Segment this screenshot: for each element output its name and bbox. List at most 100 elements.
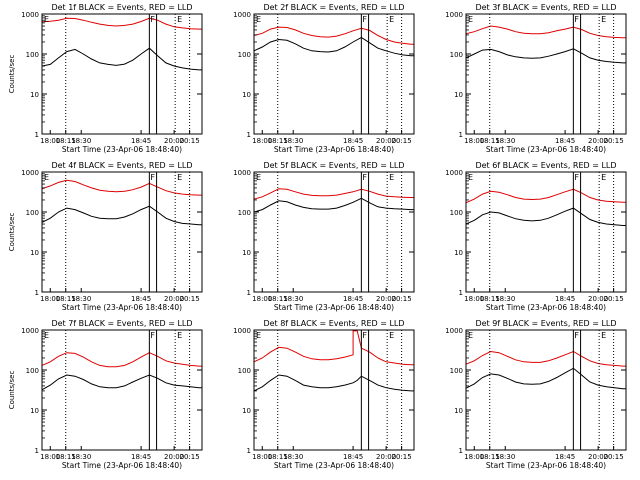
x-tick-label: 20:15 (604, 137, 624, 145)
x-tick-label: 20:15 (604, 453, 624, 461)
x-tick-label: 18:45 (555, 453, 575, 461)
y-tick-label: 1000 (445, 11, 463, 19)
chart-panel: Det 9f BLACK = Events, RED = LLD F E E 1 10 10… (445, 319, 627, 470)
series-line-black (42, 205, 202, 226)
x-tick-label: 18:45 (131, 137, 151, 145)
marker-label-f: F (150, 15, 155, 24)
x-tick-label: 18:30 (495, 453, 515, 461)
chart-title: Det 7f BLACK = Events, RED = LLD (51, 319, 192, 328)
y-tick-label: 100 (450, 209, 463, 217)
x-tick-label: 20:00 (376, 137, 396, 145)
marker-label-e-left: E (256, 173, 261, 182)
plot-frame (41, 329, 203, 451)
x-tick-label: 20:15 (180, 453, 200, 461)
chart-title: Det 6f BLACK = Events, RED = LLD (475, 161, 616, 170)
x-tick-label: 20:15 (180, 295, 200, 303)
marker-label-e-left: E (468, 15, 473, 24)
plot-frame (41, 171, 203, 293)
y-tick-label: 100 (450, 367, 463, 375)
x-tick-label: 18:45 (131, 453, 151, 461)
y-tick-label: 100 (26, 209, 39, 217)
x-tick-label: 18:30 (71, 295, 91, 303)
x-tick-label: 18:45 (343, 137, 363, 145)
x-tick-label: 20:00 (376, 453, 396, 461)
x-tick-label: 18:30 (71, 137, 91, 145)
chart-panel: Det 3f BLACK = Events, RED = LLD F E E 1 10 10… (445, 3, 627, 154)
y-tick-label: 100 (450, 51, 463, 59)
marker-label-e: E (389, 331, 394, 340)
chart-title: Det 2f BLACK = Events, RED = LLD (263, 3, 404, 12)
x-tick-label: 18:00 (464, 453, 484, 461)
y-tick-label: 10 (454, 91, 463, 99)
series-line-black (254, 197, 414, 213)
marker-label-e-left: E (468, 331, 473, 340)
x-tick-label: 20:00 (164, 295, 184, 303)
y-tick-label: 1 (247, 289, 251, 297)
marker-label-e: E (177, 15, 182, 24)
plot-frame (465, 171, 627, 293)
series-line-black (42, 374, 202, 391)
plot-frame (253, 329, 415, 451)
x-tick-label: 18:00 (40, 137, 60, 145)
x-tick-label: 18:15 (480, 453, 500, 461)
series-line-black (466, 367, 626, 390)
x-tick-label: 20:15 (392, 295, 412, 303)
marker-label-f: F (362, 331, 367, 340)
y-tick-label: 100 (238, 51, 251, 59)
x-tick-label: 18:30 (71, 453, 91, 461)
series-line-red (254, 188, 414, 200)
x-tick-label: 18:45 (343, 453, 363, 461)
x-axis-label: Start Time (23-Apr-06 18:48:40) (486, 461, 606, 470)
x-tick-label: 18:15 (268, 295, 288, 303)
x-tick-label: 18:00 (252, 295, 272, 303)
y-tick-label: 10 (454, 407, 463, 415)
x-tick-label: 18:00 (464, 295, 484, 303)
marker-label-f: F (150, 173, 155, 182)
series-line-red (42, 179, 202, 196)
y-tick-label: 1000 (233, 169, 251, 177)
x-tick-label: 18:00 (40, 453, 60, 461)
marker-label-e: E (177, 173, 182, 182)
x-tick-label: 18:45 (555, 137, 575, 145)
y-axis-label: Counts/sec (8, 213, 16, 252)
y-tick-label: 10 (30, 407, 39, 415)
marker-label-f: F (362, 173, 367, 182)
x-tick-label: 20:00 (376, 295, 396, 303)
x-tick-label: 18:30 (283, 295, 303, 303)
x-tick-label: 18:45 (131, 295, 151, 303)
y-tick-label: 10 (30, 91, 39, 99)
series-line-red (254, 330, 414, 366)
x-tick-label: 20:00 (588, 295, 608, 303)
x-tick-label: 20:15 (604, 295, 624, 303)
marker-label-e: E (601, 331, 606, 340)
y-tick-label: 10 (242, 407, 251, 415)
x-axis-label: Start Time (23-Apr-06 18:48:40) (486, 145, 606, 154)
y-tick-label: 100 (26, 51, 39, 59)
x-tick-label: 18:00 (252, 137, 272, 145)
marker-label-f: F (574, 173, 579, 182)
chart-panel: Det 7f BLACK = Events, RED = LLD F E E 1 10 10… (8, 319, 203, 470)
chart-title: Det 3f BLACK = Events, RED = LLD (475, 3, 616, 12)
x-tick-label: 18:00 (252, 453, 272, 461)
y-tick-label: 1000 (445, 327, 463, 335)
chart-title: Det 4f BLACK = Events, RED = LLD (51, 161, 192, 170)
x-tick-label: 18:15 (56, 453, 76, 461)
chart-title: Det 8f BLACK = Events, RED = LLD (263, 319, 404, 328)
chart-panel: Det 8f BLACK = Events, RED = LLD F E E 1 10 10… (233, 319, 415, 470)
marker-label-e: E (389, 15, 394, 24)
y-tick-label: 1000 (21, 169, 39, 177)
marker-label-e-left: E (256, 15, 261, 24)
series-line-black (466, 48, 626, 64)
x-axis-label: Start Time (23-Apr-06 18:48:40) (62, 461, 182, 470)
marker-label-e-left: E (256, 331, 261, 340)
y-tick-label: 1000 (21, 11, 39, 19)
y-tick-label: 10 (30, 249, 39, 257)
x-tick-label: 20:00 (164, 453, 184, 461)
y-tick-label: 1 (459, 131, 463, 139)
chart-panel: Det 1f BLACK = Events, RED = LLD F E E 1 10 10… (8, 3, 203, 154)
y-tick-label: 10 (242, 249, 251, 257)
x-axis-label: Start Time (23-Apr-06 18:48:40) (62, 145, 182, 154)
x-tick-label: 18:00 (464, 137, 484, 145)
chart-title: Det 1f BLACK = Events, RED = LLD (51, 3, 192, 12)
y-tick-label: 100 (26, 367, 39, 375)
